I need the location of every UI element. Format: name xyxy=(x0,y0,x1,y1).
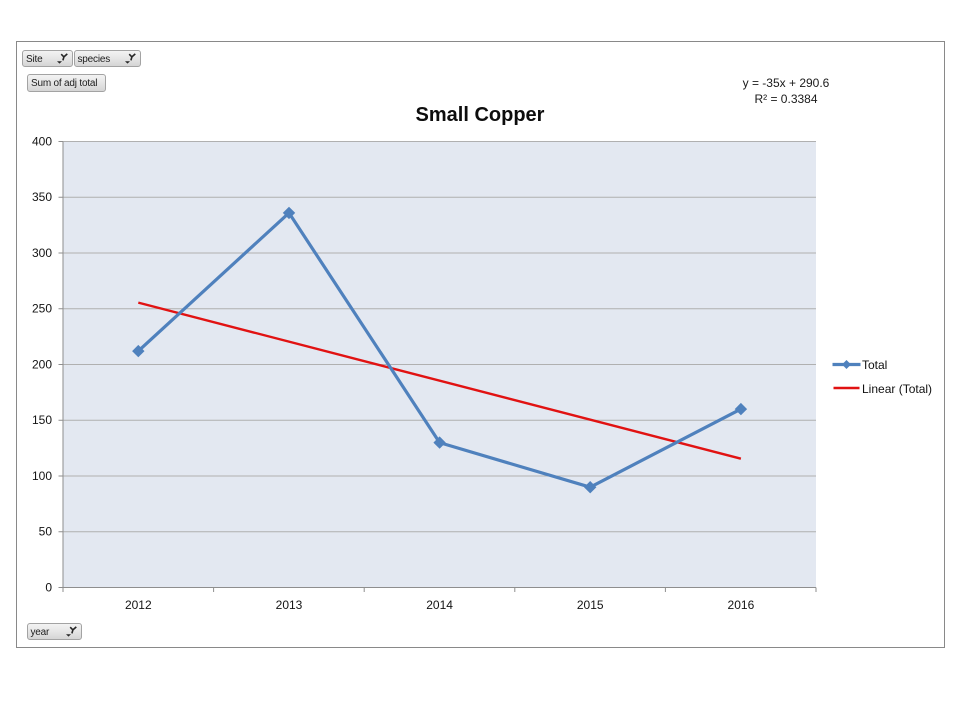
svg-text:2012: 2012 xyxy=(125,598,152,612)
svg-text:50: 50 xyxy=(39,525,53,539)
svg-text:2013: 2013 xyxy=(276,598,303,612)
svg-text:350: 350 xyxy=(32,190,52,204)
svg-text:0: 0 xyxy=(45,581,52,595)
svg-text:2014: 2014 xyxy=(426,598,453,612)
svg-text:100: 100 xyxy=(32,469,52,483)
svg-text:300: 300 xyxy=(32,246,52,260)
svg-text:2016: 2016 xyxy=(728,598,755,612)
svg-text:250: 250 xyxy=(32,302,52,316)
svg-text:400: 400 xyxy=(32,135,52,149)
svg-text:2015: 2015 xyxy=(577,598,604,612)
svg-text:200: 200 xyxy=(32,358,52,372)
svg-text:150: 150 xyxy=(32,413,52,427)
